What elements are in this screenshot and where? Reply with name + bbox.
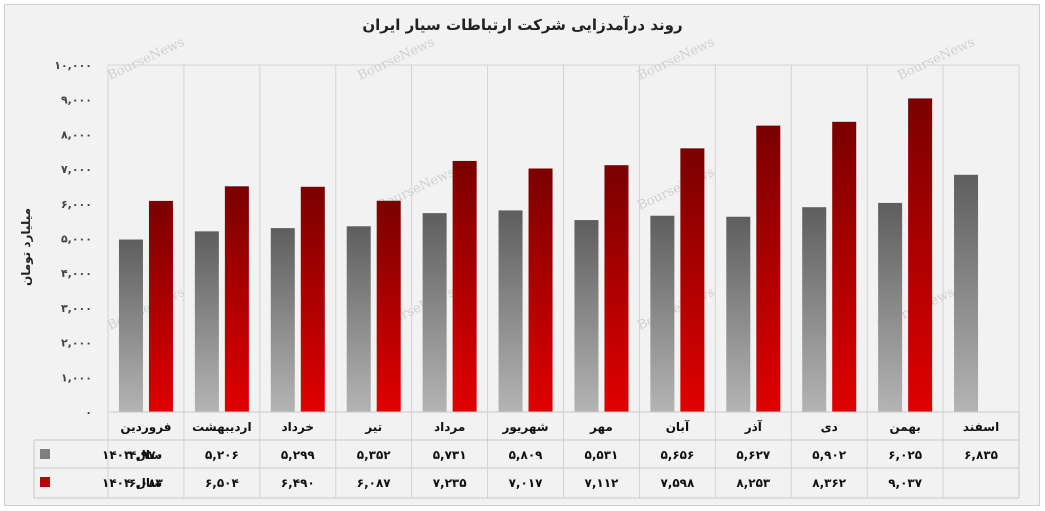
data-label-1403: ۵,۳۵۲ [357, 448, 392, 462]
y-tick-label: ۵,۰۰۰ [61, 233, 92, 246]
data-label-1404: ۶,۵۰۴ [205, 476, 239, 490]
y-tick-label: ۱,۰۰۰ [61, 371, 92, 384]
bar-1403 [498, 210, 523, 412]
y-tick-label: ۷,۰۰۰ [61, 163, 92, 176]
x-category-label: دی [821, 420, 838, 434]
y-tick-label: ۹,۰۰۰ [61, 94, 92, 107]
data-label-1403: ۶,۸۳۵ [964, 448, 998, 462]
watermark-text: BourseNews [895, 35, 977, 84]
bar-1404 [376, 200, 401, 412]
bar-1403 [118, 239, 143, 412]
bar-1403 [802, 207, 827, 412]
y-tick-label: ۶,۰۰۰ [61, 198, 92, 211]
bar-1403 [346, 226, 371, 412]
bar-1403 [954, 174, 979, 412]
y-tick-label: ۱۰,۰۰۰ [54, 59, 92, 72]
legend-label-1404: سال ۱۴۰۴ [102, 476, 162, 490]
data-label-1403: ۵,۶۵۶ [660, 448, 694, 462]
data-label-1404: ۸,۳۶۲ [812, 476, 847, 490]
chart-title: روند درآمدزایی شرکت ارتباطات سیار ایران [362, 16, 683, 34]
data-label-1404: ۷,۵۹۸ [660, 476, 695, 490]
watermark-text: BourseNews [635, 285, 717, 334]
data-label-1404: ۶,۰۸۷ [357, 476, 392, 490]
x-category-label: شهریور [501, 420, 548, 435]
bar-1403 [422, 213, 447, 412]
data-label-1404: ۷,۱۱۲ [585, 476, 620, 490]
y-tick-label: ۰ [85, 406, 92, 419]
bar-1404 [756, 125, 781, 412]
data-label-1404: ۷,۲۳۵ [433, 476, 467, 490]
data-label-1404: ۶,۴۹۰ [281, 476, 315, 490]
bar-1404 [832, 121, 857, 413]
bar-1404 [604, 165, 629, 412]
x-category-label: تیر [364, 420, 382, 434]
data-label-1403: ۵,۵۳۱ [585, 448, 619, 462]
y-tick-label: ۲,۰۰۰ [61, 337, 92, 350]
bar-1403 [270, 228, 295, 412]
legend-label-1403: سال ۱۴۰۳ [102, 448, 162, 462]
y-tick-label: ۸,۰۰۰ [61, 128, 92, 141]
bar-1403 [726, 216, 751, 412]
bar-1403 [650, 215, 675, 412]
data-label-1403: ۵,۸۰۹ [509, 448, 544, 462]
x-category-label: آبان [666, 419, 690, 434]
data-label-1403: ۵,۲۰۶ [205, 448, 239, 462]
bar-1403 [194, 231, 219, 412]
bar-1404 [680, 148, 705, 412]
data-label-1403: ۶,۰۲۵ [888, 448, 922, 462]
data-label-1403: ۵,۲۹۹ [281, 448, 316, 462]
bar-1404 [908, 98, 933, 412]
bar-1404 [452, 160, 477, 412]
watermark-text: BourseNews [105, 285, 187, 334]
data-label-1404: ۹,۰۳۷ [888, 476, 923, 490]
legend-swatch-1404 [40, 477, 50, 487]
bar-1403 [574, 220, 599, 412]
data-label-1404: ۶,۰۸۳ [129, 476, 164, 490]
y-tick-label: ۳,۰۰۰ [61, 302, 92, 315]
watermark-text: BourseNews [635, 35, 717, 84]
x-category-label: اردیبهشت [192, 420, 251, 434]
bar-1403 [878, 202, 903, 412]
data-label-1403: ۵,۹۰۲ [812, 448, 847, 462]
data-label-1403: ۵,۷۳۱ [433, 448, 467, 462]
watermark-text: BourseNews [105, 35, 187, 84]
x-category-label: اسفند [963, 420, 999, 434]
data-label-1403: ۵,۶۲۷ [736, 448, 771, 462]
x-category-label: خرداد [282, 420, 315, 434]
bar-1404 [224, 186, 249, 412]
x-category-label: فروردین [120, 420, 171, 435]
x-category-label: آذر [744, 419, 763, 434]
x-category-label: بهمن [889, 420, 920, 434]
x-category-label: مرداد [434, 420, 465, 434]
bar-1404 [528, 168, 553, 412]
data-label-1404: ۸,۲۵۳ [736, 476, 771, 490]
y-tick-label: ۴,۰۰۰ [61, 267, 92, 280]
bar-1404 [148, 200, 173, 412]
watermark-text: BourseNews [355, 35, 437, 84]
watermark-text: BourseNews [635, 165, 717, 214]
data-label-1403: ۴,۹۷۰ [129, 448, 163, 462]
data-label-1404: ۷,۰۱۷ [509, 476, 544, 490]
bar-1404 [300, 186, 325, 412]
legend-swatch-1403 [40, 449, 50, 459]
x-category-label: مهر [589, 420, 613, 434]
